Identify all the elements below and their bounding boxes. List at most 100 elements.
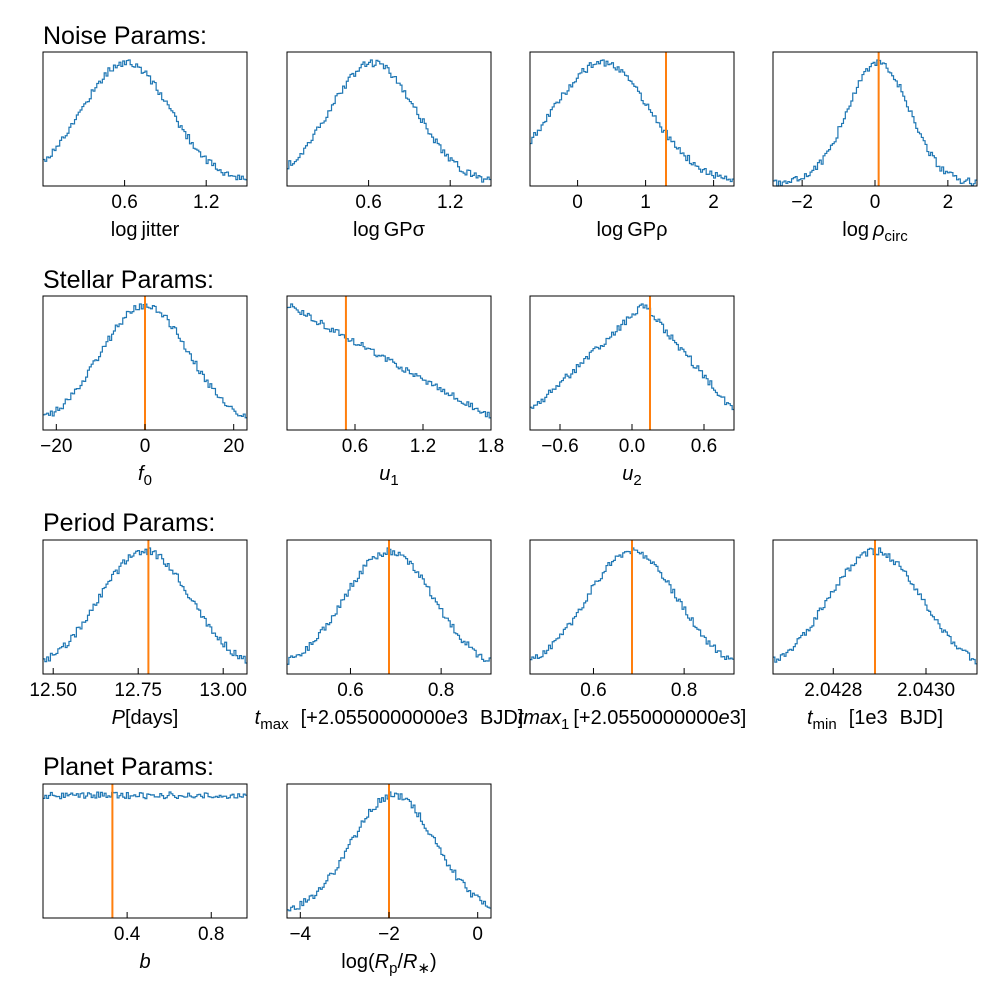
x-tick-label: 0.6	[111, 192, 137, 213]
x-axis-label-part: e	[446, 707, 457, 729]
x-tick-label: 1.2	[193, 192, 219, 213]
x-axis-label: tmax [+2.0550000000e3 BJD]	[255, 707, 524, 733]
x-tick-label: 2.0430	[897, 680, 955, 701]
x-axis-label-part: max	[260, 716, 289, 733]
x-axis-label-part: tmax	[518, 707, 562, 729]
axes-frame	[529, 539, 735, 675]
axes-frame	[286, 539, 492, 675]
x-tick-label: 2	[708, 192, 719, 213]
x-axis-label-part: GPρ	[627, 219, 667, 241]
x-tick-label: 0.6	[337, 680, 363, 701]
x-tick-label: 12.75	[114, 680, 162, 701]
x-axis-label-part: 2	[633, 472, 641, 489]
panel-5: 0.6 1.2 1.8 u1	[286, 295, 504, 489]
x-tick-label: 0.6	[691, 436, 717, 457]
x-axis-label-part: R	[403, 951, 417, 973]
x-axis-label-part: GPσ	[384, 219, 426, 241]
x-axis-label-part: [days]	[125, 707, 178, 729]
panel-1: 0.6 1.2 log GPσ	[286, 51, 492, 241]
axes-frame	[42, 539, 248, 675]
axes-frame	[42, 51, 248, 187]
x-axis-label: log(Rp/R∗)	[341, 951, 436, 977]
histogram-step-line	[43, 59, 247, 181]
x-axis-label-part: log	[111, 219, 138, 241]
x-axis-label-part: t	[807, 707, 814, 729]
x-axis-label-part: ρ	[872, 219, 884, 241]
x-tick-label: −0.6	[541, 436, 579, 457]
histogram-step-line	[43, 547, 247, 664]
x-axis-label: f0	[138, 463, 152, 489]
histogram-step-line	[530, 303, 734, 411]
panel-0: 0.6 1.2 log jitter	[42, 51, 248, 241]
x-tick-label: 0	[472, 924, 483, 945]
x-axis-label-part: log(	[341, 951, 375, 973]
x-tick-label: 0	[572, 192, 583, 213]
panel-3: −2 0 2 log ρcirc	[772, 51, 978, 245]
x-axis-label-part: [1e3	[849, 707, 888, 729]
x-tick-label: 13.00	[199, 680, 247, 701]
x-axis-label-part: 3]	[730, 707, 747, 729]
x-tick-label: 0.8	[198, 924, 224, 945]
x-axis-label-part: [+2.0550000000	[573, 707, 718, 729]
panel-9: 0.6 0.8 tmax1 [+2.0550000000e3]	[518, 539, 747, 733]
panel-7: 12.50 12.75 13.00 P[days]	[29, 539, 248, 729]
x-axis-label-part: min	[813, 716, 837, 733]
x-axis-label-part: log	[597, 219, 624, 241]
x-axis-label-part: BJD]	[900, 707, 943, 729]
x-axis-label-part: )	[430, 951, 437, 973]
histogram-step-line	[530, 59, 734, 183]
panel-8: 0.6 0.8 tmax [+2.0550000000e3 BJD]	[255, 539, 524, 733]
histogram-step-line	[43, 791, 247, 800]
x-axis-label-part: b	[139, 951, 150, 973]
panel-2: 0 1 2 log GPρ	[529, 51, 735, 241]
x-axis-label-part: BJD]	[480, 707, 523, 729]
x-axis-label: u1	[379, 463, 398, 489]
x-axis-label-part: e	[719, 707, 730, 729]
x-tick-label: −4	[289, 924, 311, 945]
x-tick-label: 1.2	[437, 192, 463, 213]
x-tick-label: 12.50	[29, 680, 77, 701]
x-axis-label: tmax1 [+2.0550000000e3]	[518, 707, 747, 733]
x-tick-label: 20	[223, 436, 244, 457]
axes-frame	[772, 539, 978, 675]
x-tick-label: 2.0428	[804, 680, 862, 701]
x-axis-label-part: t	[255, 707, 262, 729]
x-axis-label: b	[139, 951, 150, 973]
axes-frame	[42, 783, 248, 919]
x-tick-label: 0.4	[114, 924, 141, 945]
x-axis-label-part: log	[842, 219, 869, 241]
section-title-planet: Planet Params:	[43, 753, 214, 781]
x-axis-label: log ρcirc	[842, 219, 908, 245]
x-axis-label-part: f	[138, 463, 146, 485]
section-title-noise: Noise Params:	[43, 22, 207, 50]
x-axis-label: log GPσ	[353, 219, 426, 241]
x-tick-label: 0.6	[355, 192, 381, 213]
x-axis-label-part: jitter	[140, 219, 179, 241]
x-axis-label-part: R	[375, 951, 389, 973]
x-axis-label-part: circ	[884, 228, 908, 245]
x-tick-label: −2	[791, 192, 813, 213]
x-axis-label-part: ∗	[417, 960, 430, 977]
x-tick-label: 0.8	[428, 680, 454, 701]
x-axis-label: P[days]	[112, 707, 179, 729]
x-axis-label-part: 1	[561, 716, 569, 733]
histogram-step-line	[287, 303, 491, 419]
x-tick-label: 1	[640, 192, 651, 213]
axes-frame	[286, 51, 492, 187]
x-axis-label-part: P	[112, 707, 126, 729]
panel-6: −0.6 0.0 0.6 u2	[529, 295, 735, 489]
x-axis-label-part: /	[397, 951, 403, 973]
x-tick-label: −2	[378, 924, 400, 945]
x-tick-label: 0.6	[580, 680, 606, 701]
x-axis-label-part: 1	[390, 472, 398, 489]
x-axis-label-part: 3	[457, 707, 468, 729]
x-axis-label: tmin [1e3 BJD]	[807, 707, 943, 733]
x-tick-label: 0.6	[342, 436, 368, 457]
panel-10: 2.0428 2.0430 tmin [1e3 BJD]	[772, 539, 978, 733]
panel-11: 0.4 0.8 b	[42, 783, 248, 973]
x-tick-label: −20	[40, 436, 72, 457]
